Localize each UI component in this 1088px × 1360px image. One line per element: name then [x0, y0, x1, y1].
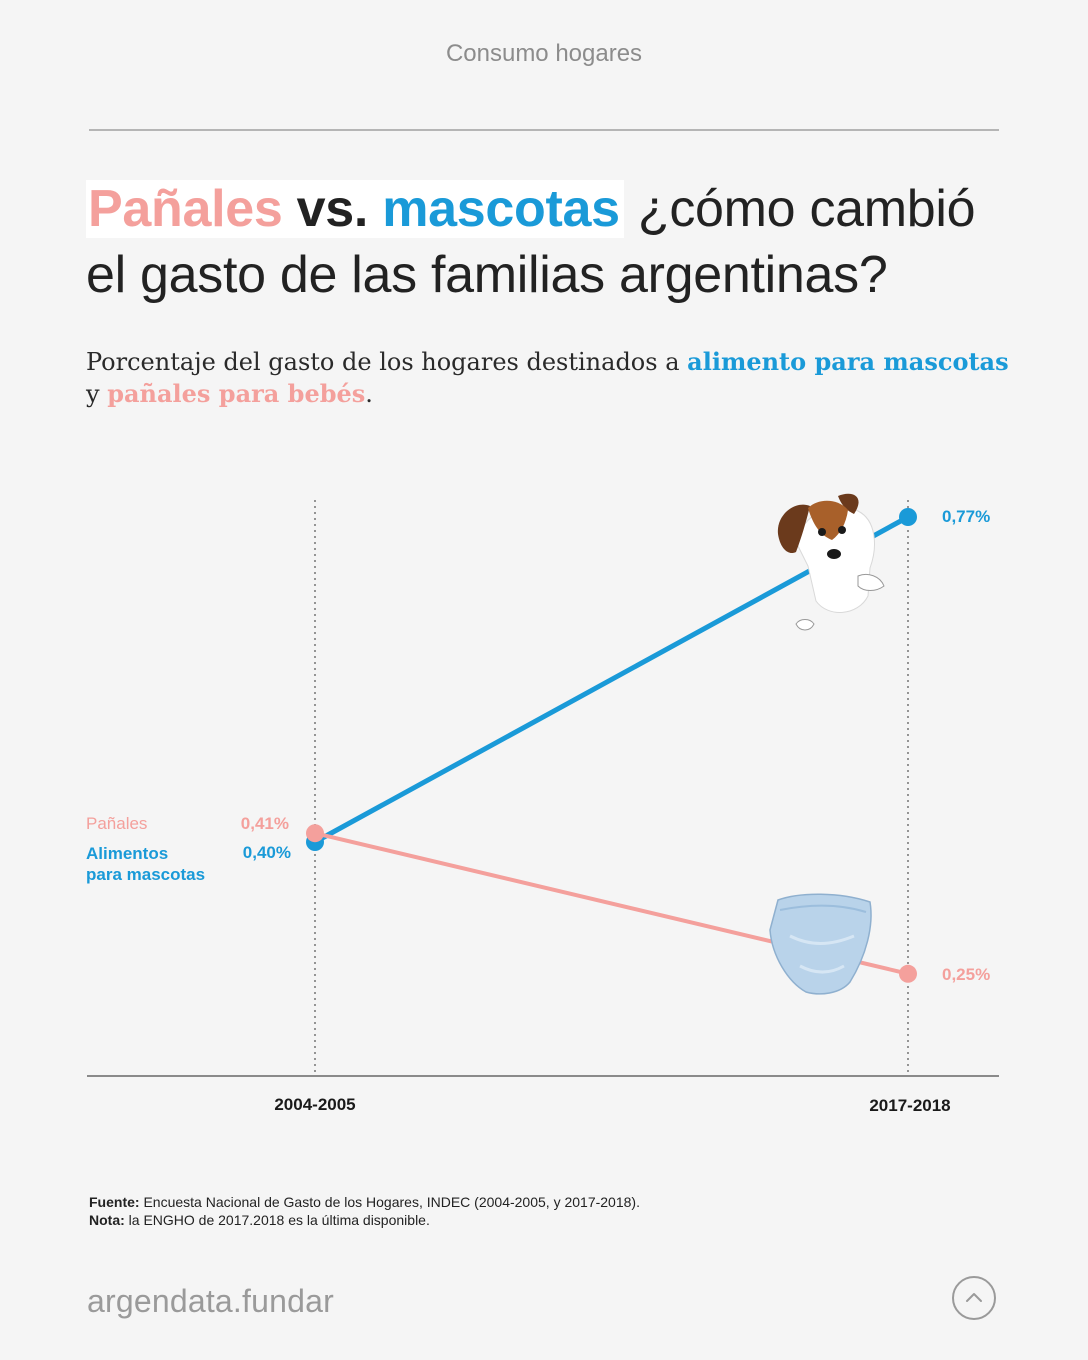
- point-diapers-2004: [306, 824, 324, 843]
- x-tick-2017-2018: 2017-2018: [869, 1096, 950, 1115]
- diaper-illustration: [769, 893, 872, 995]
- x-tick-2004-2005: 2004-2005: [274, 1095, 355, 1114]
- header-divider: [89, 129, 999, 131]
- legend-diapers: Pañales: [86, 814, 147, 833]
- dog-illustration: [777, 493, 885, 631]
- subtitle-period: .: [365, 380, 373, 408]
- scroll-to-top-button[interactable]: [952, 1276, 996, 1320]
- title-pets: mascotas: [382, 180, 620, 238]
- title-highlight: Pañales vs. mascotas: [86, 180, 624, 238]
- title-question-end: el gasto de las familias argentinas?: [86, 246, 888, 304]
- title-diapers: Pañales: [88, 180, 283, 238]
- subtitle-text: Porcentaje del gasto de los hogares dest…: [86, 348, 680, 376]
- note-text: la ENGHO de 2017.2018 es la última dispo…: [128, 1212, 430, 1228]
- subtitle-pets: alimento para mascotas: [687, 347, 1009, 376]
- value-label-diapers-2004: 0,41%: [241, 814, 289, 833]
- source-line: Fuente: Encuesta Nacional de Gasto de lo…: [89, 1193, 989, 1211]
- legend-pets-line2: para mascotas: [86, 865, 205, 884]
- legend-pets-line1: Alimentos: [86, 844, 168, 863]
- subtitle-and: y: [86, 380, 100, 408]
- section-kicker: Consumo hogares: [445, 40, 643, 67]
- note-label: Nota:: [89, 1212, 125, 1228]
- chevron-up-icon: [966, 1293, 982, 1302]
- note-line: Nota: la ENGHO de 2017.2018 es la última…: [89, 1211, 989, 1229]
- source-text: Encuesta Nacional de Gasto de los Hogare…: [143, 1194, 640, 1210]
- slope-chart: Pañales Alimentos para mascotas 0,41% 0,…: [86, 493, 999, 1115]
- value-label-pets-2017: 0,77%: [942, 507, 990, 526]
- brand-logo[interactable]: argendata.fundar: [87, 1283, 334, 1319]
- footer-notes: Fuente: Encuesta Nacional de Gasto de lo…: [89, 1193, 989, 1229]
- value-label-diapers-2017: 0,25%: [942, 965, 990, 984]
- title-question-start: ¿cómo cambió: [637, 180, 976, 238]
- point-diapers-2017: [899, 964, 917, 983]
- source-label: Fuente:: [89, 1194, 140, 1210]
- page-title: Pañales vs. mascotas ¿cómo cambió el gas…: [86, 176, 1026, 308]
- point-pets-2017: [899, 508, 917, 526]
- chart-subtitle: Porcentaje del gasto de los hogares dest…: [86, 346, 1026, 410]
- value-label-pets-2004: 0,40%: [243, 843, 291, 862]
- subtitle-diapers: pañales para bebés: [107, 379, 366, 408]
- title-vs: vs.: [296, 180, 369, 238]
